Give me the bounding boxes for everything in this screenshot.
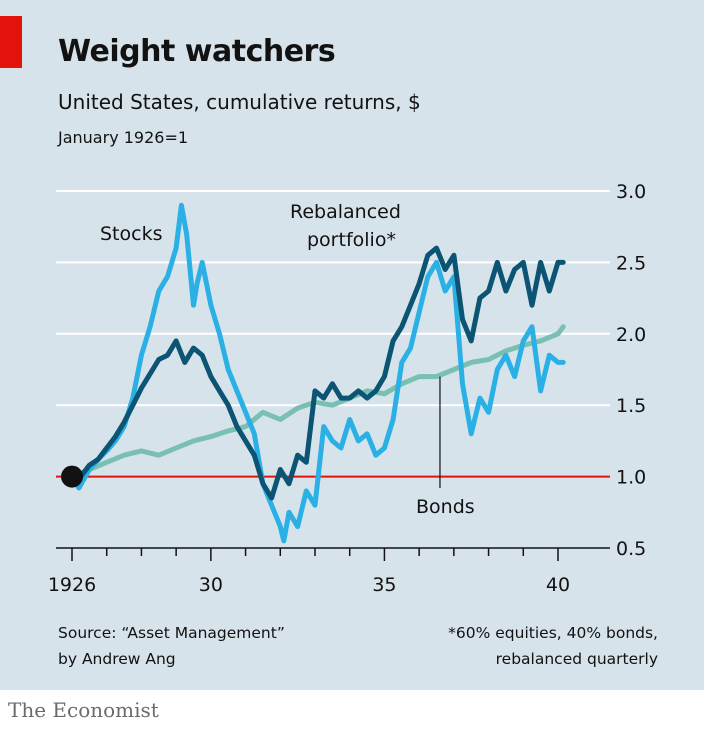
label-bonds: Bonds: [416, 496, 475, 518]
footnote-line-1: *60% equities, 40% bonds,: [448, 624, 658, 642]
y-tick-labels: 0.5 1.0 1.5 2.0 2.5 3.0: [616, 181, 646, 560]
y-tick-label: 3.0: [616, 181, 646, 203]
index-note: January 1926=1: [58, 128, 189, 147]
x-tick-label: 35: [372, 574, 396, 596]
series-line-bonds: [69, 324, 566, 480]
publisher-logo: The Economist: [8, 698, 159, 722]
label-portfolio: portfolio*: [307, 229, 396, 251]
chart-title: Weight watchers: [58, 34, 336, 69]
y-tick-label: 2.5: [616, 252, 646, 274]
y-tick-label: 1.5: [616, 395, 646, 417]
x-tick-label: 30: [199, 574, 223, 596]
label-rebalanced: Rebalanced: [290, 201, 401, 223]
x-tick-label: 40: [546, 574, 570, 596]
brand-tag: [0, 16, 22, 68]
series-line-rebalanced-portfolio: [69, 245, 566, 501]
y-tick-label: 1.0: [616, 467, 646, 489]
chart-panel: [0, 0, 704, 690]
series-line-stocks: [69, 202, 566, 544]
series-lines: [69, 202, 566, 544]
y-tick-label: 0.5: [616, 538, 646, 560]
source-note: Source: “Asset Management” by Andrew Ang: [58, 620, 285, 672]
start-marker: [61, 465, 83, 488]
chart-subtitle: United States, cumulative returns, $: [58, 90, 421, 114]
x-tick-labels: 1926 30 35 40: [48, 574, 570, 596]
y-tick-label: 2.0: [616, 324, 646, 346]
x-axis: [56, 547, 610, 561]
footnote-line-2: rebalanced quarterly: [495, 650, 658, 668]
footnote: *60% equities, 40% bonds, rebalanced qua…: [448, 620, 658, 672]
source-line-1: Source: “Asset Management”: [58, 624, 285, 642]
x-tick-label: 1926: [48, 574, 96, 596]
label-stocks: Stocks: [100, 223, 162, 245]
line-chart: 0.5 1.0 1.5 2.0 2.5 3.0 1926 30 35 40 Stocks Reb…: [48, 181, 646, 596]
source-line-2: by Andrew Ang: [58, 650, 176, 668]
